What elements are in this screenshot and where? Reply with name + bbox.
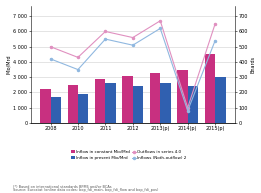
Bar — [122, 76, 133, 123]
Bar — [160, 83, 171, 123]
Bar — [177, 69, 188, 123]
Bar — [188, 86, 198, 123]
Legend: Inflow in constant Mio/Mrd, Inflow in present Mio/Mrd, Outflows in series 4.0, I: Inflow in constant Mio/Mrd, Inflow in pr… — [69, 148, 188, 162]
Text: (*) Based on international standards BPM6 and/or BCAs: (*) Based on international standards BPM… — [13, 185, 112, 189]
Bar — [205, 54, 215, 123]
Bar — [133, 86, 143, 123]
Bar — [51, 97, 61, 123]
Bar — [105, 83, 116, 123]
Bar — [68, 85, 78, 123]
Y-axis label: Bnards: Bnards — [251, 56, 256, 73]
Y-axis label: Mio/Mrd: Mio/Mrd — [5, 54, 10, 74]
Bar — [215, 77, 226, 123]
Bar — [40, 89, 51, 123]
Text: Source: Eurostat (online data codes: bop_fdi_main, bop_fdi_flow and bop_fdi_pos): Source: Eurostat (online data codes: bop… — [13, 188, 158, 192]
Bar — [95, 79, 105, 123]
Bar — [78, 94, 88, 123]
Bar — [150, 73, 160, 123]
